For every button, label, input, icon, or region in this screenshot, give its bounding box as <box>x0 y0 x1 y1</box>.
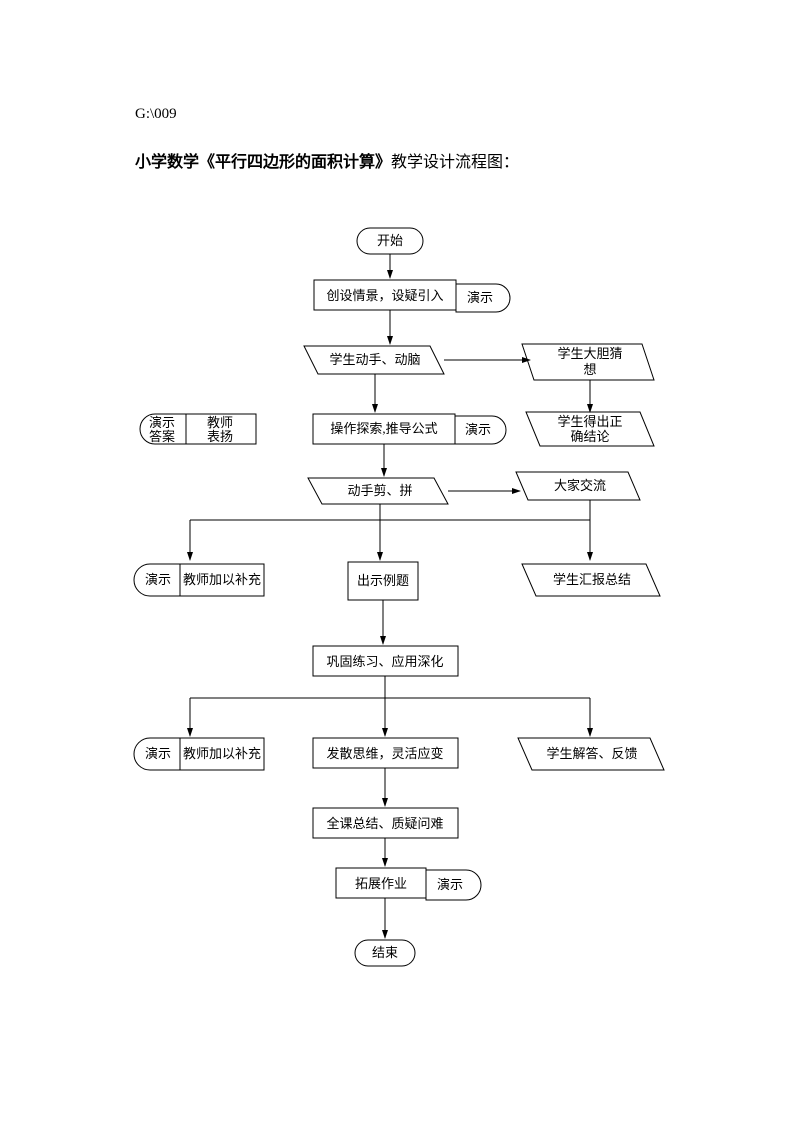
svg-text:发散思维，灵活应变: 发散思维，灵活应变 <box>326 746 443 761</box>
node-n2r: 学生大胆猜想 <box>522 344 654 380</box>
node-n5l: 演示 教师加以补充 <box>134 564 264 596</box>
svg-text:学生解答、反馈: 学生解答、反馈 <box>546 746 637 761</box>
node-n2: 学生动手、动脑 <box>304 346 444 374</box>
svg-text:演示: 演示 <box>437 877 463 892</box>
svg-text:演示: 演示 <box>465 422 491 437</box>
svg-text:教师: 教师 <box>207 415 233 430</box>
svg-text:学生动手、动脑: 学生动手、动脑 <box>329 352 420 367</box>
svg-text:创设情景，设疑引入: 创设情景，设疑引入 <box>326 288 443 303</box>
node-n7c: 发散思维，灵活应变 <box>313 738 458 768</box>
node-n4: 动手剪、拼 <box>308 478 448 504</box>
node-n9: 拓展作业 演示 <box>336 868 481 900</box>
flowchart: 开始 创设情景，设疑引入 演示 学生动手、动脑 学生大胆猜想 <box>0 0 793 1122</box>
node-n3c: 操作探索,推导公式 演示 <box>313 414 506 444</box>
svg-text:操作探索,推导公式: 操作探索,推导公式 <box>330 421 437 436</box>
node-start: 开始 <box>357 228 423 254</box>
svg-text:表扬: 表扬 <box>207 429 233 444</box>
node-n3r: 学生得出正 确结论 <box>526 412 654 446</box>
svg-text:全课总结、质疑问难: 全课总结、质疑问难 <box>326 816 443 831</box>
node-n4r: 大家交流 <box>516 472 640 500</box>
svg-text:结束: 结束 <box>372 945 398 960</box>
page: G:\009 小学数学《平行四边形的面积计算》教学设计流程图： 开始 创设情景，… <box>0 0 793 1122</box>
svg-text:演示: 演示 <box>145 572 171 587</box>
svg-text:大家交流: 大家交流 <box>554 478 606 493</box>
svg-text:巩固练习、应用深化: 巩固练习、应用深化 <box>326 654 443 669</box>
node-n8: 全课总结、质疑问难 <box>313 808 458 838</box>
svg-text:确结论: 确结论 <box>570 429 609 444</box>
node-n6: 巩固练习、应用深化 <box>313 646 458 676</box>
svg-text:答案: 答案 <box>149 429 175 444</box>
svg-text:教师加以补充: 教师加以补充 <box>183 746 261 761</box>
node-n7l: 演示 教师加以补充 <box>134 738 264 770</box>
svg-text:开始: 开始 <box>377 233 403 248</box>
node-end: 结束 <box>355 940 415 966</box>
svg-text:教师加以补充: 教师加以补充 <box>183 572 261 587</box>
svg-text:学生汇报总结: 学生汇报总结 <box>553 572 631 587</box>
svg-text:演示: 演示 <box>149 415 175 430</box>
svg-text:学生得出正: 学生得出正 <box>557 414 622 429</box>
svg-text:学生大胆猜想: 学生大胆猜想 <box>557 346 622 377</box>
svg-text:拓展作业: 拓展作业 <box>355 876 407 891</box>
svg-text:动手剪、拼: 动手剪、拼 <box>347 483 412 498</box>
svg-text:演示: 演示 <box>145 746 171 761</box>
node-n7r: 学生解答、反馈 <box>518 738 664 770</box>
svg-text:演示: 演示 <box>467 290 493 305</box>
node-n3l: 演示 答案 教师 表扬 <box>140 414 256 444</box>
node-n5c: 出示例题 <box>348 562 418 600</box>
node-n5r: 学生汇报总结 <box>522 564 660 596</box>
svg-text:出示例题: 出示例题 <box>357 573 409 588</box>
node-n1: 创设情景，设疑引入 演示 <box>314 280 510 312</box>
